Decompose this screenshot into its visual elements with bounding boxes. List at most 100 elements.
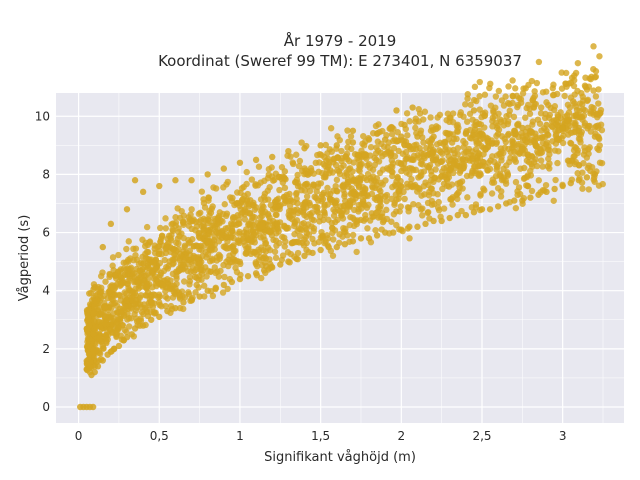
data-point [454,144,462,152]
data-point [110,267,117,274]
data-point [529,121,536,128]
data-point [464,194,471,201]
data-point [458,207,465,215]
data-point [511,197,518,204]
data-point [294,171,301,179]
data-point [435,204,442,211]
data-point [401,121,408,129]
data-point [216,255,223,262]
data-point [144,275,152,282]
data-point [365,235,373,242]
data-point [575,127,583,134]
data-point [212,228,220,235]
data-point [425,164,433,171]
data-point [372,227,379,234]
data-point [492,93,500,100]
data-point [453,162,460,169]
data-point [94,291,101,298]
x-tick-label: 1,5 [311,429,330,443]
data-point [398,226,405,233]
data-point [198,188,206,195]
data-point [596,142,603,149]
data-point [509,141,516,148]
data-point [572,144,580,152]
data-point [357,235,365,242]
data-point [420,139,427,146]
data-point [571,72,578,79]
data-point [266,256,273,263]
data-point [280,193,288,201]
data-point [462,130,470,137]
data-point [398,133,405,140]
data-point [406,118,413,125]
data-point [587,110,594,117]
data-point [322,141,329,149]
data-point [318,228,325,236]
data-point [521,174,528,182]
data-point [595,86,602,93]
data-point [433,141,441,148]
data-point [319,195,327,203]
data-point [148,316,155,323]
data-point [241,192,248,200]
data-point [551,103,559,110]
data-point [156,182,163,190]
data-point [276,203,283,210]
data-point [172,304,179,312]
data-point [96,334,103,342]
data-point [272,170,280,177]
data-point [188,177,195,184]
data-point [128,290,136,297]
data-point [407,156,414,163]
data-point [469,155,476,162]
data-point [439,157,446,164]
y-axis-label: Vågperiod (s) [17,215,32,302]
data-point [94,363,102,370]
data-point [201,293,208,300]
data-point [532,100,539,108]
y-tick-label: 8 [42,167,50,181]
data-point [478,130,486,137]
data-point [333,142,340,149]
data-point [319,234,326,242]
data-point [281,222,288,230]
data-point [543,141,550,148]
data-point [464,91,471,98]
data-point [593,111,600,118]
data-point [90,281,98,288]
data-point [567,179,574,187]
data-point [393,221,400,229]
data-point [212,284,219,292]
data-point [291,222,298,230]
data-point [236,275,244,283]
data-point [241,242,249,249]
data-point [109,283,116,290]
data-point [555,148,562,155]
data-point [243,168,250,176]
data-point [146,296,154,303]
data-point [310,217,318,224]
data-point [426,188,433,196]
data-point [211,241,218,248]
data-point [271,198,279,205]
data-point [594,133,602,140]
data-point [119,321,127,329]
data-point [218,228,225,235]
data-point [324,184,331,192]
data-point [388,195,395,203]
data-point [585,123,592,130]
data-point [564,126,572,134]
data-point [277,261,284,268]
data-point [281,243,288,250]
data-point [188,296,195,303]
data-point [596,159,604,166]
data-point [172,222,179,229]
data-point [99,357,106,364]
data-point [221,201,228,208]
data-point [390,211,398,218]
data-point [453,123,461,130]
data-point [144,248,152,256]
data-point [209,203,216,210]
data-point [295,162,303,170]
data-point [125,284,132,292]
